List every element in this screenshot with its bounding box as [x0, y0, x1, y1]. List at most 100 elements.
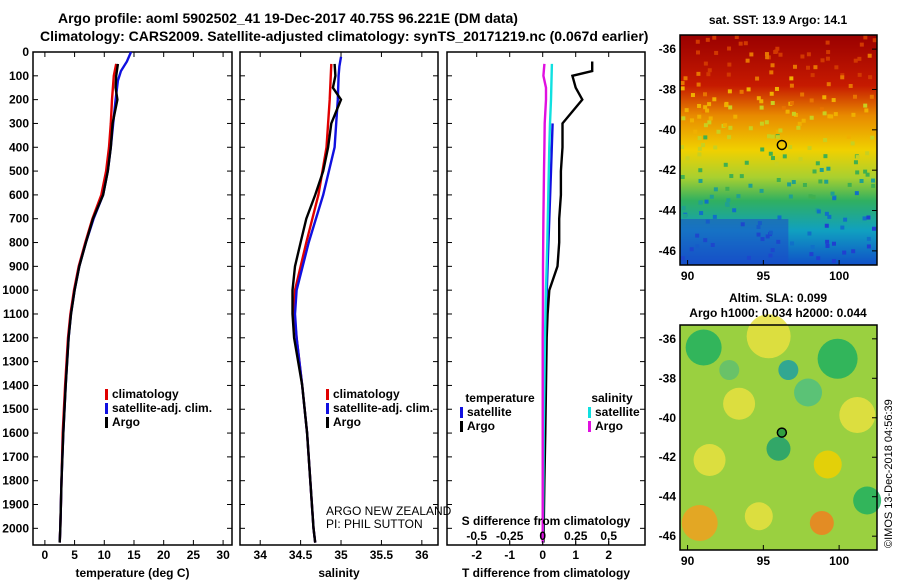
salinity-annotation: ARGO NEW ZEALAND: [326, 504, 452, 518]
sst-pixel: [791, 180, 796, 185]
sla_map-lat-label: -40: [659, 411, 677, 425]
sla-anomaly-patch: [813, 450, 842, 479]
sst-pixel: [857, 56, 862, 61]
sst-pixel: [713, 187, 718, 192]
depth-tick-label: 1600: [2, 426, 29, 440]
depth-tick-label: 1300: [2, 355, 29, 369]
sst-pixel: [759, 188, 764, 193]
sst-pixel: [724, 103, 729, 108]
sst-pixel: [738, 41, 743, 46]
sla-map-title-1: Altim. SLA: 0.099: [729, 291, 827, 305]
temperature-legend-swatch: [105, 417, 108, 428]
sst-pixel: [863, 35, 868, 40]
depth-tick-label: 1500: [2, 402, 29, 416]
sst-pixel: [870, 135, 875, 140]
depth-tick-label: 1700: [2, 450, 29, 464]
sst_map-lon-label: 90: [681, 269, 695, 283]
depth-tick-label: 800: [9, 236, 29, 250]
sst-pixel: [781, 106, 786, 111]
sst-pixel: [866, 244, 871, 249]
difference-xtick-label: 0: [539, 548, 546, 562]
sst-pixel: [785, 109, 790, 114]
sst-pixel: [765, 55, 770, 60]
s-diff-tick-label: 0.5: [600, 529, 617, 543]
sla-anomaly-patch: [794, 378, 823, 407]
sst-pixel: [723, 123, 728, 128]
sst-pixel: [690, 93, 695, 98]
sst-pixel: [851, 249, 856, 254]
s-legend-label: Argo: [595, 419, 623, 433]
sst-pixel: [756, 96, 761, 101]
depth-tick-label: 1400: [2, 378, 29, 392]
sst-pixel: [831, 241, 836, 246]
sst-pixel: [696, 71, 701, 76]
t-legend-swatch: [460, 407, 463, 418]
depth-tick-label: 100: [9, 69, 29, 83]
sst-pixel: [746, 87, 751, 92]
sla_map-lat-label: -44: [659, 490, 677, 504]
sst-pixel: [865, 151, 870, 156]
sst-pixel: [864, 108, 869, 113]
sst-pixel: [732, 208, 737, 213]
depth-tick-label: 200: [9, 93, 29, 107]
sla_map-argo-marker: [776, 427, 788, 438]
temperature-xtick-label: 10: [98, 548, 112, 562]
temperature-legend-label: satellite-adj. clim.: [112, 401, 212, 415]
sst-cold-patch: [680, 219, 789, 265]
sst-pixel: [859, 179, 864, 184]
sla-anomaly-patch: [839, 397, 876, 433]
sst-pixel: [769, 70, 774, 75]
temperature-legend-swatch: [105, 403, 108, 414]
sst_map-lat-label: -46: [659, 244, 677, 258]
sst-pixel: [749, 52, 754, 57]
sst-pixel: [866, 215, 871, 220]
difference-series-t-argo: [542, 61, 594, 543]
sst-pixel: [775, 46, 780, 51]
sst-pixel: [697, 136, 702, 141]
sla-anomaly-patch: [809, 511, 834, 535]
sst-pixel: [807, 231, 812, 236]
sst-pixel: [704, 199, 709, 204]
depth-tick-label: 700: [9, 212, 29, 226]
sst-pixel: [726, 72, 731, 77]
sst-pixel: [697, 152, 702, 157]
sst-pixel: [826, 166, 831, 171]
sst_map-lon-label: 95: [757, 269, 771, 283]
salinity-plot-frame: [239, 51, 439, 546]
sst-pixel: [787, 182, 792, 187]
sst-pixel: [831, 259, 836, 264]
sst_map-lat-label: -38: [659, 82, 677, 96]
sst-pixel: [680, 175, 685, 180]
sla_map-frame: [679, 324, 878, 551]
sla_map-lat-label: -46: [659, 529, 677, 543]
sst-pixel: [681, 205, 686, 210]
sst-pixel: [862, 216, 867, 221]
sst-pixel: [680, 81, 685, 86]
title-line-2: Climatology: CARS2009. Satellite-adjuste…: [40, 28, 649, 44]
sst-pixel: [808, 194, 813, 199]
sst-pixel: [800, 54, 805, 59]
sst-pixel: [727, 89, 732, 94]
sst_map-frame: [679, 34, 878, 266]
sst-pixel: [708, 116, 713, 121]
difference-plot-frame: [446, 51, 646, 546]
sst-pixel: [811, 194, 816, 199]
sst-pixel: [840, 225, 845, 230]
sst-pixel: [871, 183, 876, 188]
sst-pixel: [827, 214, 832, 219]
s-diff-xlabel: S difference from climatology: [462, 514, 631, 528]
sst-pixel: [843, 217, 848, 222]
sst-pixel: [699, 211, 704, 216]
sst-pixel: [712, 97, 717, 102]
sst-pixel: [705, 37, 710, 42]
sla_map-lat-label: -42: [659, 450, 677, 464]
sst-pixel: [745, 58, 750, 63]
sst-pixel: [727, 135, 732, 140]
temperature-series-climatology: [58, 63, 118, 543]
t-legend-heading: temperature: [465, 391, 535, 405]
sst-pixel: [824, 223, 829, 228]
sst-pixel: [695, 39, 700, 44]
salinity-xtick-label: 36: [415, 548, 429, 562]
salinity-legend-label: Argo: [333, 415, 361, 429]
sst-pixel: [866, 236, 871, 241]
